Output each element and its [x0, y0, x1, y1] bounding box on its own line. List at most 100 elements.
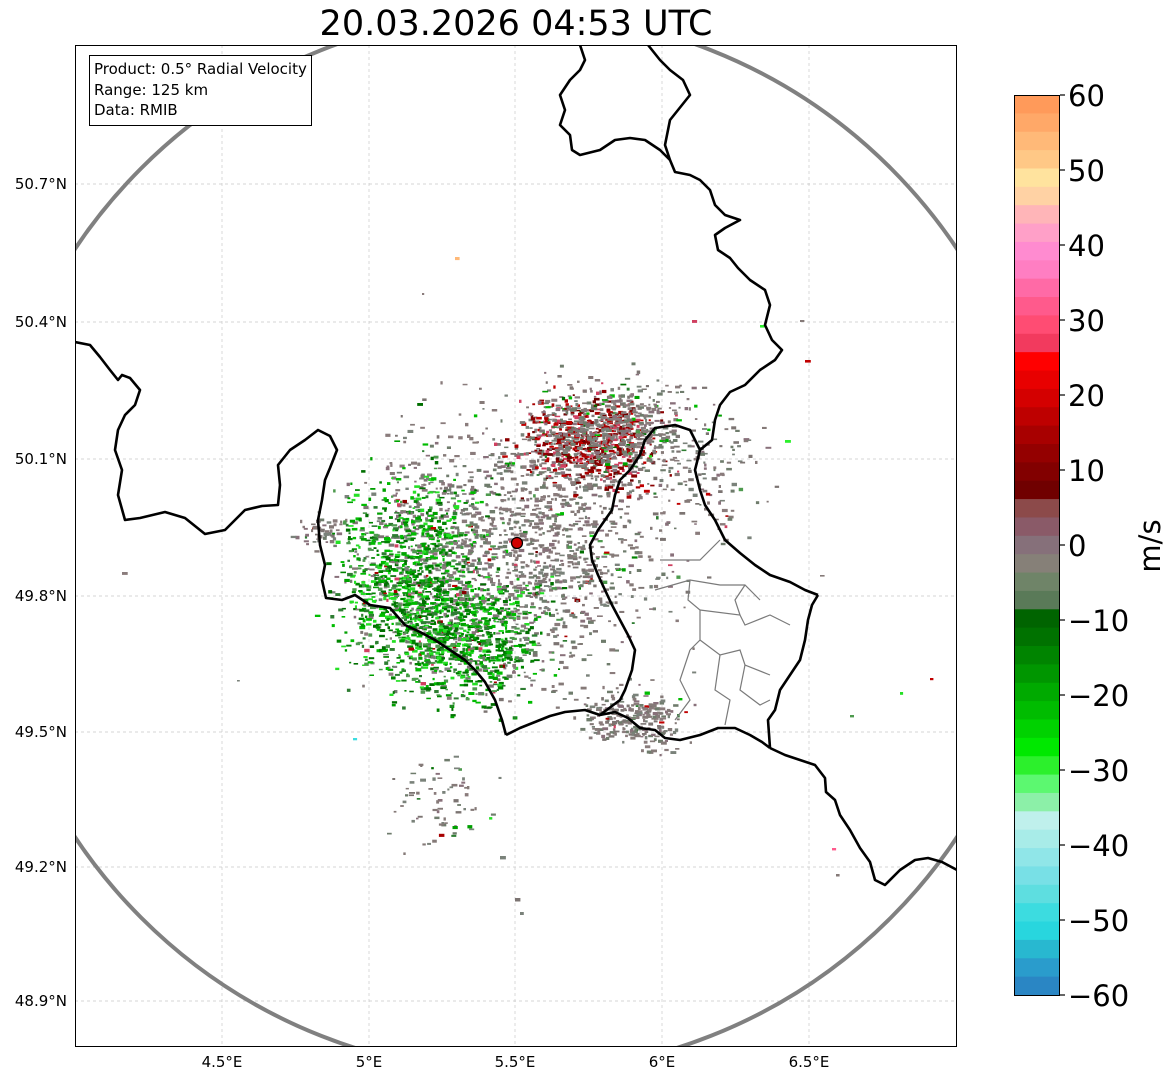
- echo-pixel: [402, 706, 406, 710]
- echo-pixel: [484, 644, 488, 647]
- echo-pixel: [419, 598, 424, 601]
- echo-pixel: [702, 489, 708, 493]
- echo-pixel: [364, 662, 369, 666]
- echo-pixel: [589, 448, 592, 451]
- echo-pixel: [490, 595, 494, 599]
- echo-pixel: [534, 429, 537, 433]
- echo-pixel: [637, 441, 643, 445]
- echo-pixel: [560, 439, 565, 443]
- echo-pixel: [665, 384, 669, 387]
- echo-pixel: [598, 444, 602, 448]
- echo-pixel: [473, 607, 477, 610]
- echo-pixel: [482, 649, 489, 653]
- echo-pixel: [514, 656, 520, 660]
- echo-pixel: [655, 707, 661, 711]
- echo-pixel: [535, 420, 540, 423]
- echo-pixel: [422, 293, 425, 295]
- echo-pixel: [433, 792, 437, 795]
- echo-pixel: [387, 572, 391, 575]
- echo-pixel: [360, 538, 367, 541]
- echo-pixel: [669, 430, 675, 434]
- echo-pixel: [601, 382, 604, 385]
- echo-pixel: [469, 659, 473, 663]
- echo-pixel: [605, 477, 610, 480]
- echo-pixel: [522, 538, 527, 542]
- echo-pixel: [464, 786, 468, 789]
- colorbar-swatch: [1015, 903, 1060, 923]
- echo-pixel: [669, 474, 672, 477]
- echo-pixel: [576, 481, 582, 484]
- echo-pixel: [445, 694, 452, 697]
- echo-pixel: [450, 714, 456, 717]
- echo-pixel: [449, 518, 452, 521]
- echo-pixel: [597, 463, 603, 466]
- echo-pixel: [434, 529, 438, 533]
- echo-pixel: [423, 627, 427, 631]
- echo-pixel: [627, 407, 632, 411]
- echo-pixel: [698, 440, 704, 443]
- echo-pixel: [357, 622, 362, 625]
- echo-pixel: [582, 575, 589, 579]
- echo-pixel: [627, 482, 633, 485]
- echo-pixel: [453, 541, 458, 546]
- echo-pixel: [737, 460, 743, 463]
- echo-pixel: [676, 718, 680, 721]
- echo-pixel: [432, 677, 435, 681]
- echo-pixel: [472, 682, 478, 686]
- echo-pixel: [563, 527, 566, 531]
- echo-pixel: [351, 549, 354, 552]
- echo-pixel: [516, 578, 520, 581]
- echo-pixel: [541, 611, 547, 614]
- echo-pixel: [382, 525, 389, 529]
- echo-pixel: [616, 445, 620, 449]
- echo-pixel: [674, 527, 677, 530]
- echo-pixel: [538, 436, 542, 439]
- echo-pixel: [515, 574, 519, 577]
- echo-pixel: [626, 387, 630, 391]
- echo-pixel: [594, 702, 598, 707]
- echo-pixel: [597, 458, 601, 460]
- colorbar-swatch: [1015, 774, 1060, 794]
- echo-pixel: [494, 442, 498, 446]
- echo-pixel: [604, 450, 608, 453]
- echo-pixel: [575, 520, 581, 523]
- echo-pixel: [476, 637, 480, 640]
- echo-pixel: [447, 650, 451, 653]
- echo-pixel: [636, 472, 640, 474]
- echo-pixel: [385, 581, 389, 584]
- echo-pixel: [649, 585, 653, 589]
- echo-pixel: [445, 541, 452, 545]
- echo-pixel: [431, 636, 437, 639]
- echo-pixel: [517, 612, 522, 615]
- echo-pixel: [418, 634, 423, 637]
- echo-pixel: [591, 475, 594, 477]
- echo-pixel: [645, 437, 652, 439]
- echo-pixel: [377, 566, 382, 570]
- echo-pixel: [347, 538, 353, 541]
- echo-pixel: [624, 433, 628, 436]
- echo-pixel: [648, 455, 653, 458]
- echo-pixel: [561, 396, 566, 401]
- echo-pixel: [522, 616, 528, 620]
- echo-pixel: [380, 590, 386, 594]
- echo-pixel: [485, 623, 490, 626]
- echo-pixel: [407, 590, 411, 593]
- echo-pixel: [528, 612, 532, 614]
- echo-pixel: [556, 531, 560, 535]
- echo-pixel: [650, 679, 655, 681]
- echo-pixel: [416, 631, 420, 635]
- echo-pixel: [394, 563, 399, 567]
- echo-pixel: [359, 529, 365, 532]
- echo-pixel: [454, 599, 459, 601]
- echo-pixel: [415, 624, 420, 627]
- echo-pixel: [405, 608, 408, 611]
- echo-pixel: [472, 541, 476, 543]
- echo-pixel: [625, 724, 628, 727]
- echo-pixel: [470, 551, 473, 554]
- echo-pixel: [599, 600, 603, 604]
- echo-pixel: [543, 452, 549, 456]
- echo-pixel: [427, 544, 430, 548]
- echo-pixel: [500, 486, 504, 489]
- echo-pixel: [421, 529, 426, 533]
- echo-pixel: [484, 597, 488, 600]
